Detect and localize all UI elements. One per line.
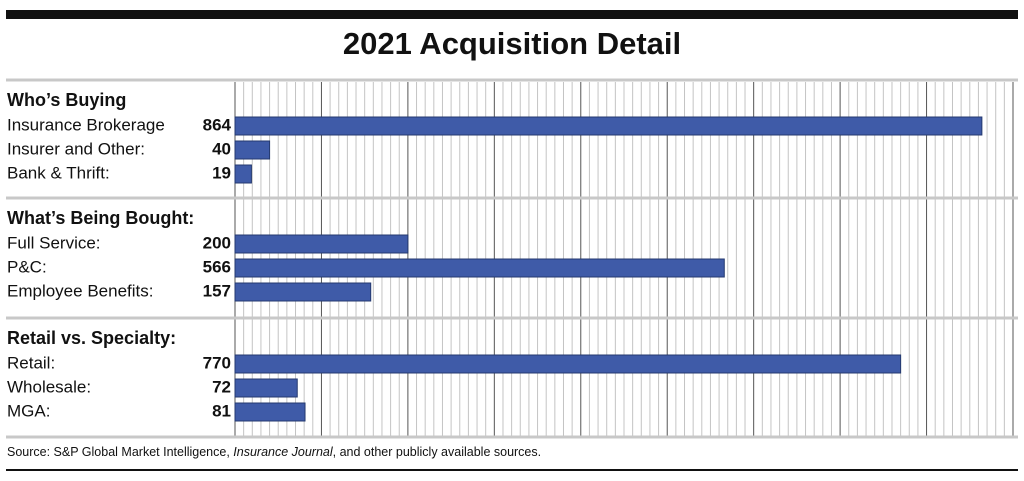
source-part: Insurance Journal bbox=[233, 445, 334, 459]
bar bbox=[234, 258, 725, 278]
bar bbox=[234, 402, 306, 422]
bottom-rule bbox=[6, 469, 1018, 471]
group-header: What’s Being Bought: bbox=[7, 208, 194, 228]
header-bg bbox=[6, 82, 234, 118]
header-bg bbox=[6, 200, 234, 236]
label-bg bbox=[6, 115, 234, 137]
bar bbox=[234, 378, 298, 398]
divider bbox=[6, 196, 1018, 200]
value-label: 200 bbox=[203, 233, 231, 252]
bar bbox=[234, 234, 409, 254]
category-label: Wholesale: bbox=[7, 377, 91, 396]
label-bg bbox=[6, 257, 234, 279]
header-bg bbox=[6, 320, 234, 356]
value-label: 72 bbox=[212, 377, 231, 396]
top-rule bbox=[6, 10, 1018, 19]
category-label: Insurer and Other: bbox=[7, 139, 145, 158]
category-label: Employee Benefits: bbox=[7, 281, 153, 300]
bar bbox=[234, 140, 271, 160]
bar bbox=[234, 116, 983, 136]
value-label: 770 bbox=[203, 353, 231, 372]
label-bg bbox=[6, 353, 234, 375]
label-bg bbox=[6, 163, 234, 185]
label-bg bbox=[6, 377, 234, 399]
label-bg bbox=[6, 281, 234, 303]
value-label: 81 bbox=[212, 401, 231, 420]
category-label: MGA: bbox=[7, 401, 50, 420]
plot: Who’s Buying Insurance Brokerage 864 Insure… bbox=[6, 82, 983, 423]
bar bbox=[234, 354, 902, 374]
value-label: 157 bbox=[203, 281, 231, 300]
bar bbox=[234, 282, 372, 302]
label-bg bbox=[6, 401, 234, 423]
divider bbox=[6, 316, 1018, 320]
source-part: Source: S&P Global Market Intelligence, bbox=[7, 445, 233, 459]
source-note: Source: S&P Global Market Intelligence, … bbox=[7, 445, 541, 459]
source-part: , and other publicly available sources. bbox=[333, 445, 541, 459]
value-label: 19 bbox=[212, 163, 231, 182]
label-bg bbox=[6, 139, 234, 161]
bar bbox=[234, 164, 252, 184]
group-header: Retail vs. Specialty: bbox=[7, 328, 176, 348]
category-label: Bank & Thrift: bbox=[7, 163, 110, 182]
category-label: Insurance Brokerage bbox=[7, 115, 165, 134]
group-header: Who’s Buying bbox=[7, 90, 126, 110]
label-bg bbox=[6, 233, 234, 255]
category-label: Full Service: bbox=[7, 233, 101, 252]
category-label: Retail: bbox=[7, 353, 55, 372]
value-label: 864 bbox=[203, 115, 232, 134]
divider bbox=[6, 435, 1018, 439]
value-label: 566 bbox=[203, 257, 231, 276]
chart-title: 2021 Acquisition Detail bbox=[343, 26, 681, 61]
value-label: 40 bbox=[212, 139, 231, 158]
divider bbox=[6, 78, 1018, 82]
category-label: P&C: bbox=[7, 257, 47, 276]
